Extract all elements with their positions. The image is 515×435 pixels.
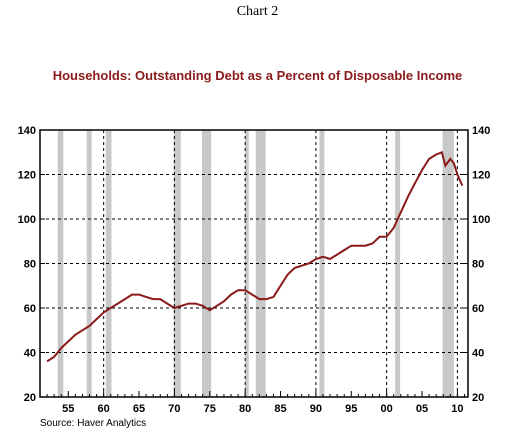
y-tick-label-left: 140 [18,125,36,137]
grid-lines [40,130,468,397]
recession-band [255,130,266,397]
x-tick-label: 60 [98,403,110,415]
recession-band [395,130,401,397]
x-tick-label: 00 [381,403,393,415]
y-tick-label-left: 20 [24,392,36,404]
x-tick-label: 65 [133,403,145,415]
debt-ratio-line [46,150,464,363]
y-tick-label-right: 120 [472,170,490,182]
y-tick-label-left: 40 [24,348,36,360]
x-tick-label: 10 [451,403,463,415]
x-tick-label: 75 [204,403,216,415]
y-tick-label-right: 80 [472,259,484,271]
y-tick-label-left: 80 [24,259,36,271]
axis-tick-labels: 20 20 40 40 60 60 80 80 100 100 120 120 140 140 55 60 65… [18,125,491,415]
recession-band [202,130,212,397]
x-tick-label: 80 [239,403,251,415]
x-tick-label: 90 [310,403,322,415]
recession-band [173,130,181,397]
y-tick-label-left: 60 [24,303,36,315]
x-tick-label: 95 [345,403,357,415]
x-tick-label: 55 [62,403,74,415]
y-tick-label-right: 60 [472,303,484,315]
recession-band [319,130,325,397]
y-tick-label-right: 100 [472,214,490,226]
x-tick-label: 85 [274,403,286,415]
y-tick-label-right: 140 [472,125,490,137]
chart-number: Chart 2 [236,4,279,19]
chart-title: Households: Outstanding Debt as a Percen… [52,68,463,83]
y-tick-label-left: 100 [18,214,36,226]
x-tick-label: 05 [416,403,428,415]
y-tick-label-right: 20 [472,392,484,404]
plot-frame [39,129,469,398]
y-tick-label-right: 40 [472,348,484,360]
y-tick-label-left: 120 [18,170,36,182]
x-tick-label: 70 [168,403,180,415]
axis-ticks [40,129,468,398]
source-note: Source: Haver Analytics [40,418,147,429]
